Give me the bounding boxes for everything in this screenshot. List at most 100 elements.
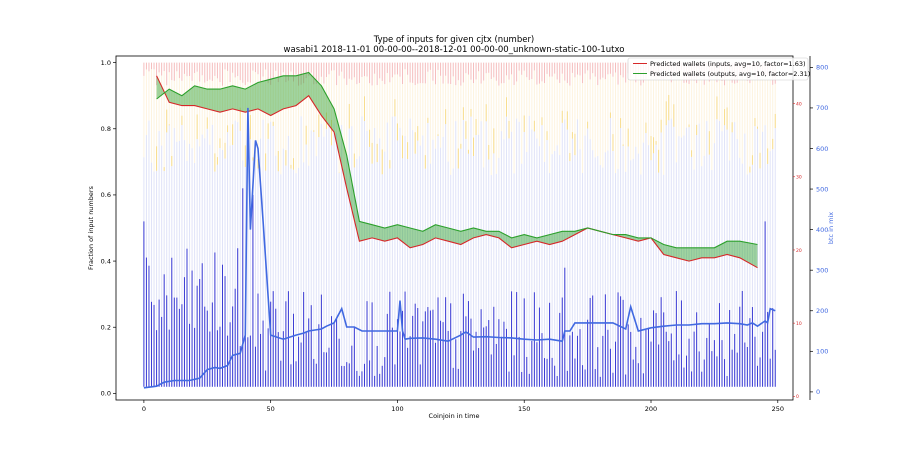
bar-segment-blue	[713, 143, 715, 387]
bar-segment-blue	[275, 155, 277, 387]
bar-segment-blue	[379, 138, 381, 387]
spike-bar	[650, 341, 652, 387]
bar-segment-blue	[404, 135, 406, 387]
spike-bar	[161, 316, 163, 387]
bar-segment-yellow	[488, 144, 490, 160]
bar-segment-red	[500, 62, 502, 84]
bar-segment-red	[465, 62, 467, 74]
bar-segment-yellow	[726, 107, 728, 130]
bar-segment-red	[204, 62, 206, 83]
spike-bar	[455, 339, 457, 387]
bar-segment-red	[244, 62, 246, 85]
bar-segment-red	[576, 62, 578, 75]
bar-segment-yellow	[249, 115, 251, 140]
bar-segment-cream	[227, 70, 229, 133]
bar-segment-red	[227, 62, 229, 71]
bar-segment-red	[183, 62, 185, 74]
bar-segment-red	[363, 62, 365, 77]
spike-bar	[576, 335, 578, 387]
bar-segment-red	[257, 62, 259, 75]
bar-segment-blue	[751, 164, 753, 387]
bar-segment-yellow	[668, 94, 670, 121]
bar-segment-cream	[544, 83, 546, 162]
spike-bar	[417, 308, 419, 387]
bar-segment-red	[536, 62, 538, 85]
bar-segment-yellow	[376, 143, 378, 163]
x-tick-label: 200	[645, 405, 657, 413]
bar-segment-cream	[635, 82, 637, 147]
bar-segment-cream	[607, 74, 609, 151]
bar-segment-cream	[221, 85, 224, 151]
series-line-outputs	[156, 71, 758, 249]
bar-segment-cream	[173, 80, 175, 129]
bar-segment-cream	[194, 73, 196, 164]
bar-segment-yellow	[485, 104, 487, 122]
bar-segment-blue	[734, 122, 736, 387]
bar-segment-yellow	[369, 129, 371, 147]
bar-segment-blue	[729, 160, 731, 387]
bar-segment-blue	[260, 138, 262, 387]
spike-bar	[749, 318, 751, 387]
bar-segment-red	[424, 62, 426, 84]
bar-segment-cream	[163, 71, 165, 171]
bar-segment-cream	[333, 70, 335, 124]
spike-bar	[495, 343, 497, 387]
bar-segment-cream	[658, 71, 660, 173]
bar-segment-blue	[229, 145, 231, 387]
bar-segment-blue	[731, 132, 733, 387]
bar-segment-red	[161, 62, 163, 76]
bar-segment-blue	[396, 140, 398, 387]
bar-segment-red	[470, 62, 472, 80]
bar-segment-cream	[156, 85, 158, 171]
bar-segment-yellow	[688, 124, 690, 128]
bar-segment-red	[417, 62, 419, 84]
bar-segment-blue	[741, 163, 743, 387]
bar-segment-cream	[262, 76, 264, 120]
bar-segment-red	[361, 62, 363, 77]
bar-segment-yellow	[660, 119, 662, 133]
spike-bar	[369, 360, 371, 387]
legend-box	[627, 57, 809, 81]
bar-segment-blue	[419, 145, 421, 387]
spike-bar	[607, 329, 609, 387]
spike-bar	[199, 279, 201, 387]
bar-segment-red	[211, 62, 213, 81]
bar-segment-blue	[303, 162, 305, 387]
bar-segment-cream	[759, 69, 761, 169]
bar-segment-cream	[376, 85, 378, 163]
bar-segment-red	[282, 62, 284, 73]
bar-segment-red	[252, 62, 254, 71]
bar-segment-blue	[632, 158, 634, 387]
bar-segment-cream	[356, 84, 358, 159]
bar-segment-blue	[417, 140, 419, 387]
bar-segment-yellow	[653, 137, 655, 154]
spike-bar	[242, 188, 244, 387]
bar-segment-blue	[437, 135, 439, 387]
bar-segment-cream	[467, 74, 469, 154]
spike-bar	[171, 257, 173, 387]
bar-segment-cream	[706, 70, 708, 122]
spike-bar	[736, 352, 738, 387]
bar-segment-cream	[379, 78, 381, 139]
bar-segment-yellow	[239, 107, 241, 131]
spike-bar	[201, 263, 203, 387]
bar-segment-yellow	[318, 114, 320, 138]
spike-bar	[640, 317, 642, 387]
bar-segment-cream	[391, 77, 393, 117]
bar-segment-blue	[693, 169, 695, 387]
spike-bar	[708, 323, 710, 387]
bar-segment-blue	[685, 127, 688, 387]
spike-bar	[647, 327, 649, 387]
bar-segment-red	[214, 62, 216, 76]
bar-segment-yellow	[313, 130, 315, 132]
bar-segment-blue	[498, 157, 500, 387]
spike-bar	[663, 312, 665, 387]
spike-bar	[698, 351, 700, 387]
bar-segment-blue	[346, 154, 348, 387]
bar-segment-red	[505, 62, 507, 76]
bar-segment-yellow	[252, 157, 254, 161]
bar-segment-red	[414, 62, 416, 86]
bar-segment-cream	[597, 85, 599, 157]
